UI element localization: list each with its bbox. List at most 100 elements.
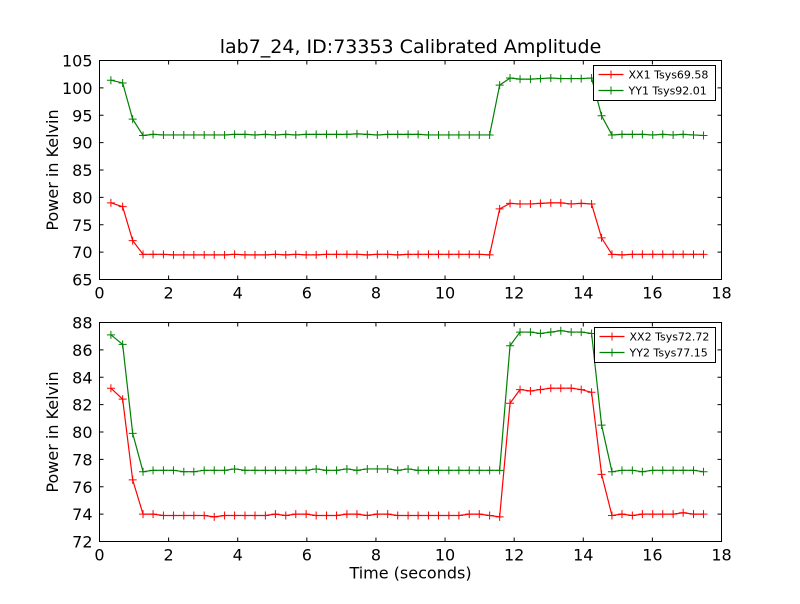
data-point <box>638 510 647 519</box>
data-point <box>281 250 290 259</box>
y-tick-label: 78 <box>72 450 92 469</box>
legend-label: XX2 Tsys72.72 <box>630 331 710 344</box>
data-point <box>220 511 229 520</box>
data-point <box>577 74 586 83</box>
data-point <box>556 74 565 83</box>
data-point <box>628 250 637 259</box>
data-point <box>495 512 504 521</box>
data-point <box>628 130 637 139</box>
x-tick-label: 6 <box>302 546 312 565</box>
y-tick-label: 74 <box>72 505 92 524</box>
data-point <box>261 511 270 520</box>
legend-label: XX1 Tsys69.58 <box>629 69 709 82</box>
data-point <box>617 130 626 139</box>
x-tick-label: 10 <box>435 284 455 303</box>
data-point <box>312 250 321 259</box>
data-point <box>607 511 616 520</box>
data-point <box>699 131 708 140</box>
data-point <box>200 511 209 520</box>
data-point <box>159 511 168 520</box>
data-point <box>322 250 331 259</box>
data-point <box>230 250 239 259</box>
data-point <box>261 130 270 139</box>
data-point <box>567 328 576 337</box>
data-point <box>679 250 688 259</box>
data-point <box>454 466 463 475</box>
x-tick-label: 14 <box>573 546 593 565</box>
data-point <box>485 511 494 520</box>
data-point <box>414 250 423 259</box>
data-point <box>434 130 443 139</box>
data-point <box>139 510 148 519</box>
data-point <box>454 250 463 259</box>
x-tick-label: 12 <box>504 284 524 303</box>
data-point <box>149 510 158 519</box>
data-point <box>210 512 219 521</box>
data-point <box>597 421 606 430</box>
x-tick-label: 10 <box>435 546 455 565</box>
data-point <box>230 511 239 520</box>
data-point <box>149 466 158 475</box>
data-point <box>179 467 188 476</box>
data-point <box>240 511 249 520</box>
data-point <box>414 466 423 475</box>
data-point <box>189 511 198 520</box>
data-point <box>526 75 535 84</box>
data-point <box>342 130 351 139</box>
data-point <box>128 236 137 245</box>
data-point <box>444 130 453 139</box>
data-point <box>648 130 657 139</box>
data-point <box>322 511 331 520</box>
data-point <box>556 198 565 207</box>
x-tick-label: 2 <box>164 546 174 565</box>
data-point <box>261 250 270 259</box>
data-point <box>404 130 413 139</box>
y-tick-label: 80 <box>72 423 92 442</box>
data-point <box>526 386 535 395</box>
chart-title: lab7_24, ID:73353 Calibrated Amplitude <box>220 36 602 58</box>
data-point <box>139 250 148 259</box>
data-point <box>404 511 413 520</box>
legend-marker <box>608 332 616 341</box>
data-point <box>444 511 453 520</box>
data-point <box>587 199 596 208</box>
data-point <box>302 510 311 519</box>
y-tick-label: 95 <box>72 106 92 125</box>
data-point <box>352 466 361 475</box>
data-point <box>404 250 413 259</box>
data-point <box>189 250 198 259</box>
data-point <box>475 130 484 139</box>
data-point <box>679 466 688 475</box>
data-point <box>516 385 525 394</box>
data-point <box>352 250 361 259</box>
data-point <box>679 130 688 139</box>
data-point <box>373 250 382 259</box>
legend-marker <box>607 70 615 79</box>
data-point <box>424 466 433 475</box>
data-point <box>169 250 178 259</box>
data-point <box>373 464 382 473</box>
data-point <box>465 250 474 259</box>
data-point <box>271 130 280 139</box>
data-point <box>118 395 127 404</box>
data-point <box>597 470 606 479</box>
data-point <box>669 130 678 139</box>
y-tick-label: 105 <box>62 52 93 71</box>
data-point <box>485 130 494 139</box>
data-point <box>546 328 555 337</box>
data-point <box>383 464 392 473</box>
data-point <box>404 464 413 473</box>
data-point <box>658 466 667 475</box>
x-tick-label: 0 <box>94 284 104 303</box>
data-point <box>556 384 565 393</box>
data-point <box>536 199 545 208</box>
y-axis-label: Power in Kelvin <box>43 371 62 492</box>
legend-marker <box>608 348 616 357</box>
data-point <box>638 130 647 139</box>
legend-marker <box>607 86 615 95</box>
x-tick-label: 14 <box>573 284 593 303</box>
data-point <box>454 130 463 139</box>
data-point <box>189 130 198 139</box>
y-tick-label: 82 <box>72 396 92 415</box>
